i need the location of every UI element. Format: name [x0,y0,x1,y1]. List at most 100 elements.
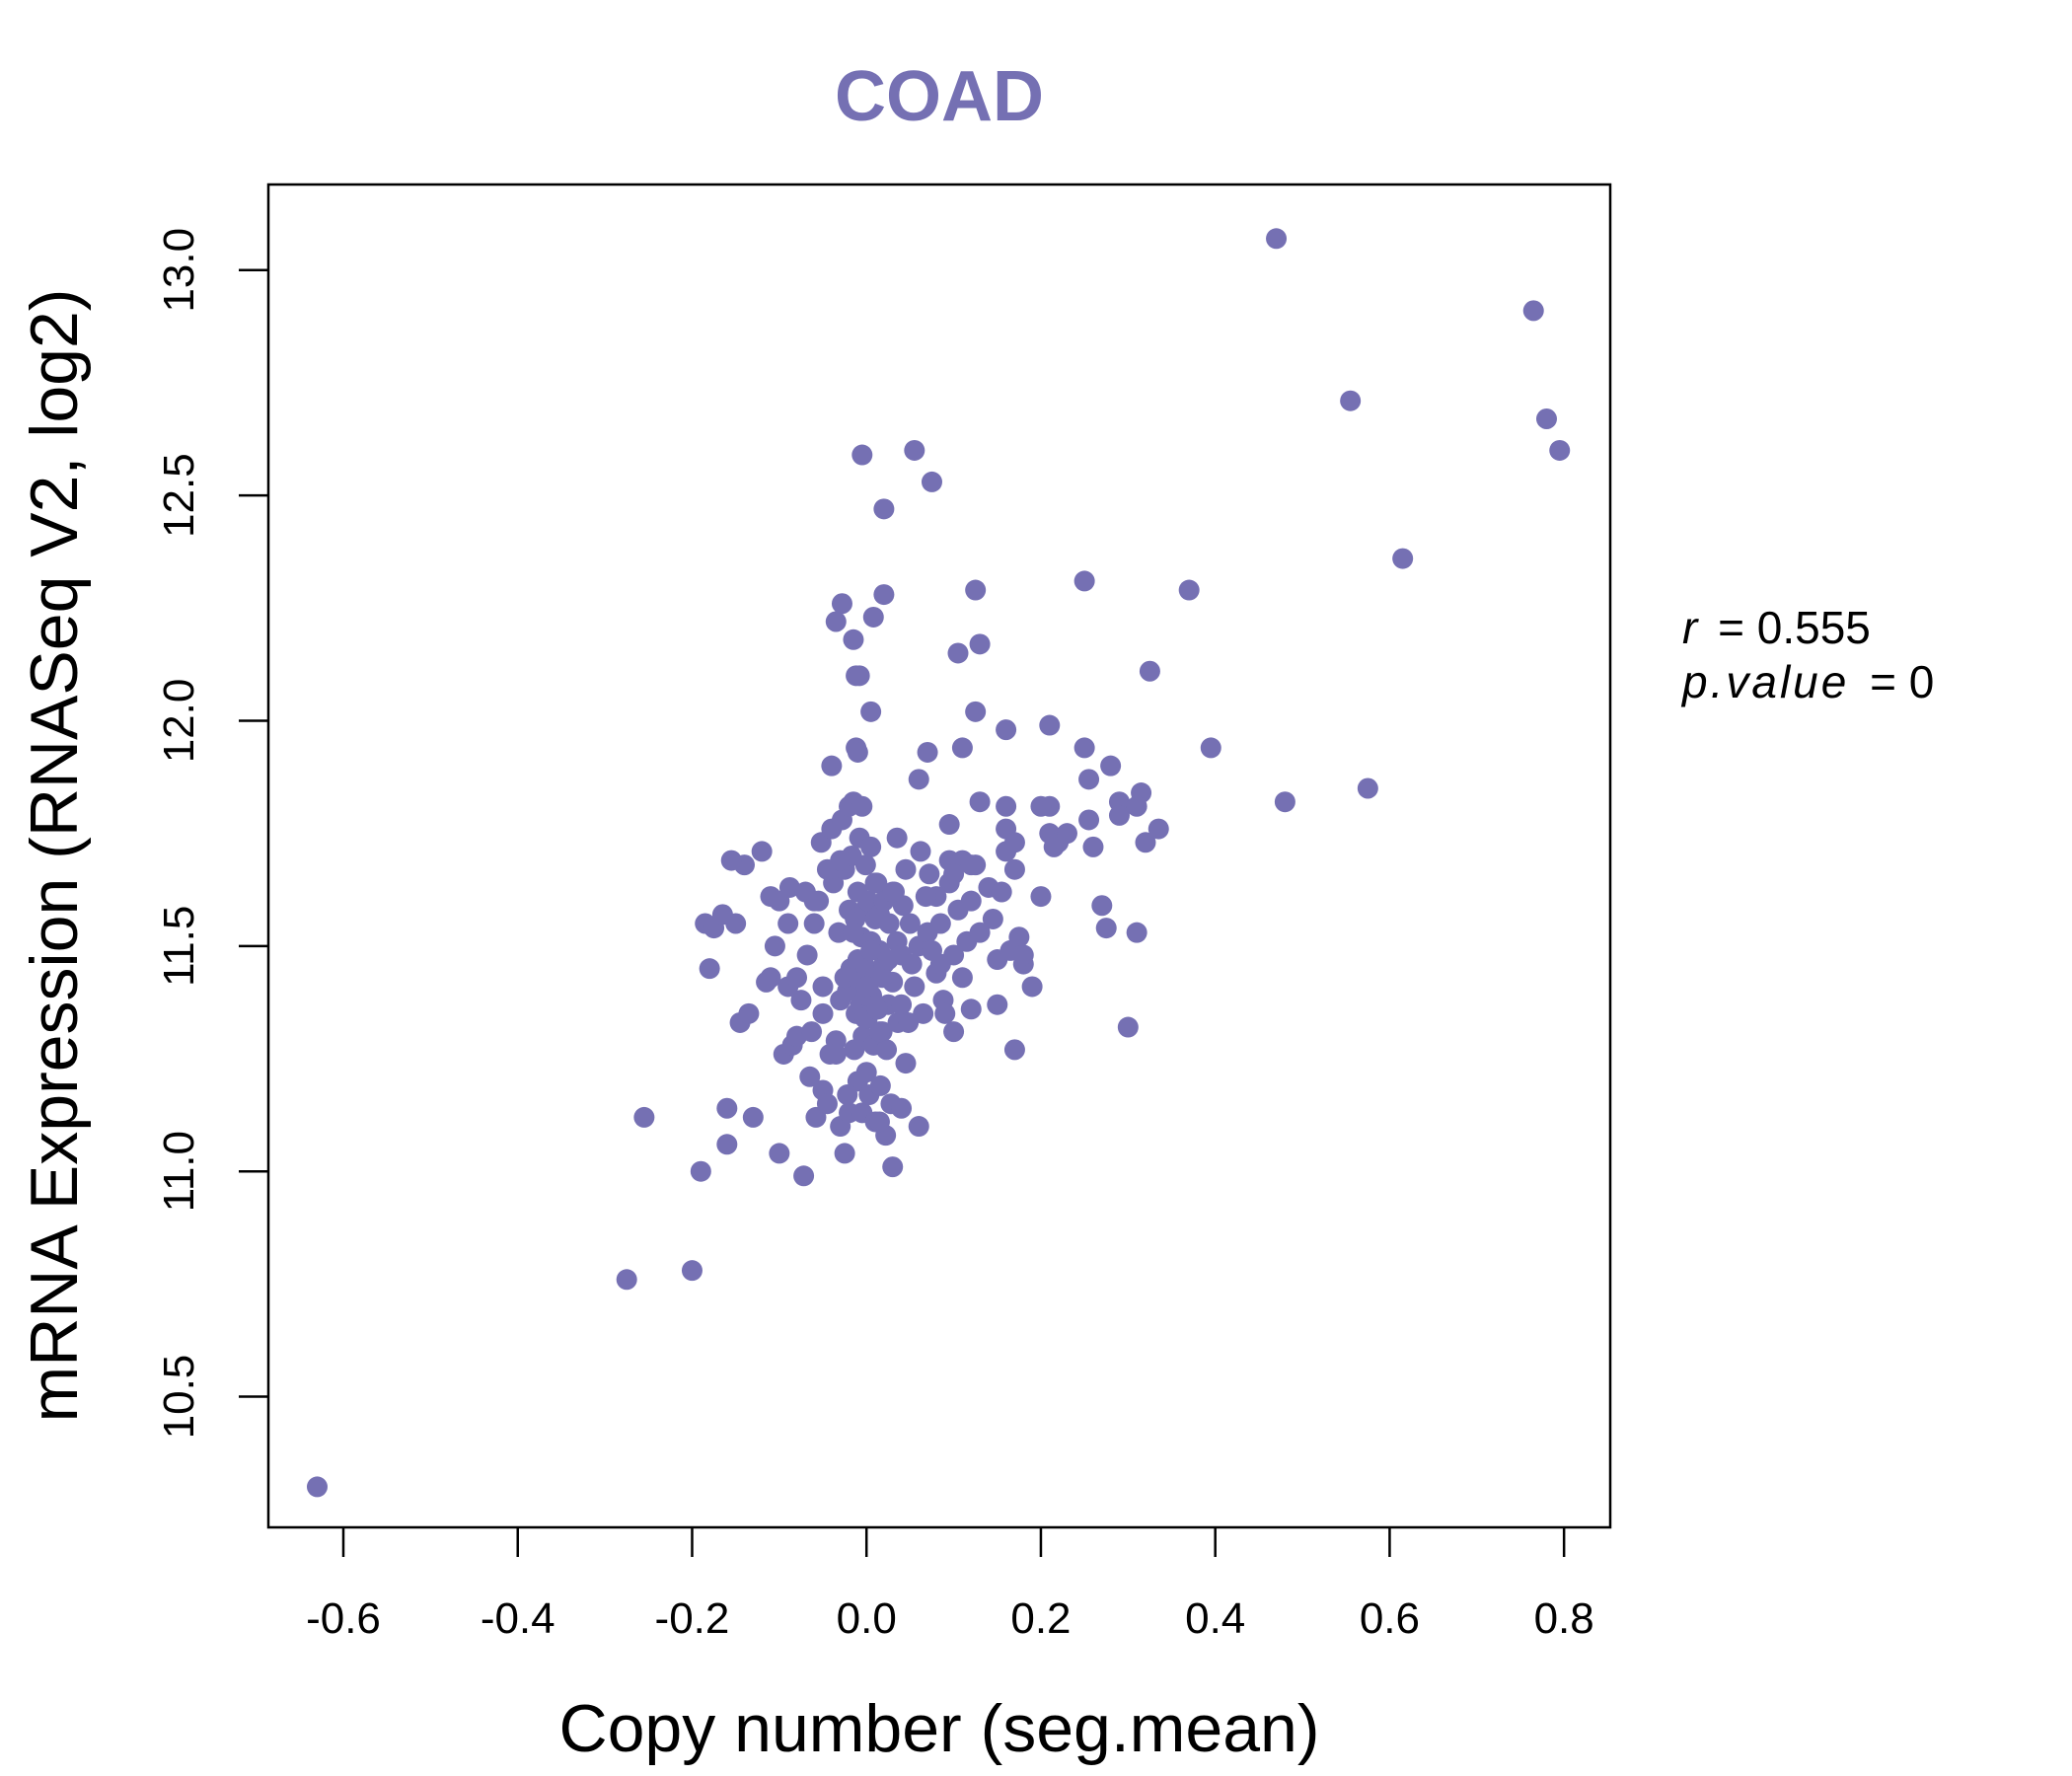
data-point [1003,1039,1025,1061]
data-point [1039,714,1061,736]
data-point [1073,737,1095,759]
data-point [769,1143,790,1164]
data-point [681,1260,703,1282]
data-point [847,741,868,763]
data-point [943,863,965,885]
data-point [965,579,987,601]
data-point [1030,795,1052,817]
data-point [738,1002,760,1024]
data-point [831,593,852,615]
y-tick-label: 13.0 [155,228,203,313]
data-point [699,958,720,980]
data-point [929,913,951,934]
data-point [855,1062,877,1083]
data-point [934,1002,956,1024]
data-point [1126,795,1147,817]
data-point [808,890,830,912]
chart-title: COAD [835,57,1044,136]
data-point [616,1269,637,1291]
x-tick-label: -0.4 [481,1594,555,1643]
p-value-annotation: p.value = 0 [1680,656,1934,707]
x-axis-label: Copy number (seg.mean) [558,1691,1319,1766]
data-point [633,1106,655,1128]
data-point [917,741,938,763]
data-point [996,719,1017,741]
data-point [1522,300,1544,322]
data-point [1178,579,1200,601]
data-point [891,994,913,1015]
data-point [742,1106,764,1128]
data-point [862,606,884,628]
data-point [943,1021,965,1043]
y-axis-label: mRNA Expression (RNASeq V2, log2) [17,289,92,1423]
data-point [965,701,987,722]
data-point [851,795,873,817]
data-point [895,1053,917,1074]
data-point [1073,570,1095,592]
data-point [816,1093,838,1115]
data-point [860,701,882,722]
data-point [720,850,742,871]
data-point [915,886,936,908]
data-point [860,939,882,961]
data-point [843,922,864,943]
data-point [725,913,747,934]
data-point [854,854,876,876]
data-point [996,795,1017,817]
x-tick-label: 0.0 [837,1594,897,1643]
data-point [825,1043,847,1065]
data-point [837,1084,858,1106]
data-point [864,872,886,894]
data-point [1108,804,1130,826]
data-point [868,1021,890,1043]
data-point [1078,809,1100,831]
data-point [904,439,925,461]
data-point [828,922,850,943]
p-value: = 0 [1870,656,1934,707]
data-point [764,935,785,957]
data-point [873,584,895,606]
data-point [1095,918,1117,939]
data-point [898,1011,920,1033]
data-point [778,876,800,898]
data-point [1008,926,1030,948]
r-annotation: r = 0.555 [1682,602,1871,653]
data-point [790,990,812,1011]
data-point [821,755,843,777]
statistics-annotation: r = 0.555 p.value = 0 [1680,602,1934,707]
data-point [987,994,1008,1015]
x-axis: -0.6 -0.4 -0.2 0.0 0.2 0.4 0.6 0.8 [306,1527,1594,1643]
data-point [938,814,960,836]
data-point [834,1143,855,1164]
x-tick-label: 0.8 [1534,1594,1594,1643]
data-point [895,858,917,880]
data-point [869,1074,891,1096]
data-point [1056,823,1077,845]
data-point [1091,895,1113,917]
data-point [910,841,931,862]
data-point [796,944,818,966]
data-point [857,890,879,912]
data-point [812,1002,834,1024]
data-point [882,1156,904,1178]
data-point [969,922,991,943]
data-point [1357,777,1378,799]
data-point [1147,818,1169,840]
data-point [947,642,969,664]
data-point [801,1021,823,1043]
data-point [908,769,929,790]
data-point [878,913,900,934]
data-point [812,976,834,998]
data-point [1100,755,1122,777]
data-point [1126,922,1147,943]
data-point [690,1160,711,1182]
data-point [873,498,895,520]
data-point [1535,407,1557,429]
data-point [913,1002,934,1024]
data-point [1340,390,1362,411]
data-point [1030,886,1052,908]
data-point [777,913,799,934]
data-point [825,611,847,632]
data-point [886,827,908,849]
data-point [1003,832,1025,853]
